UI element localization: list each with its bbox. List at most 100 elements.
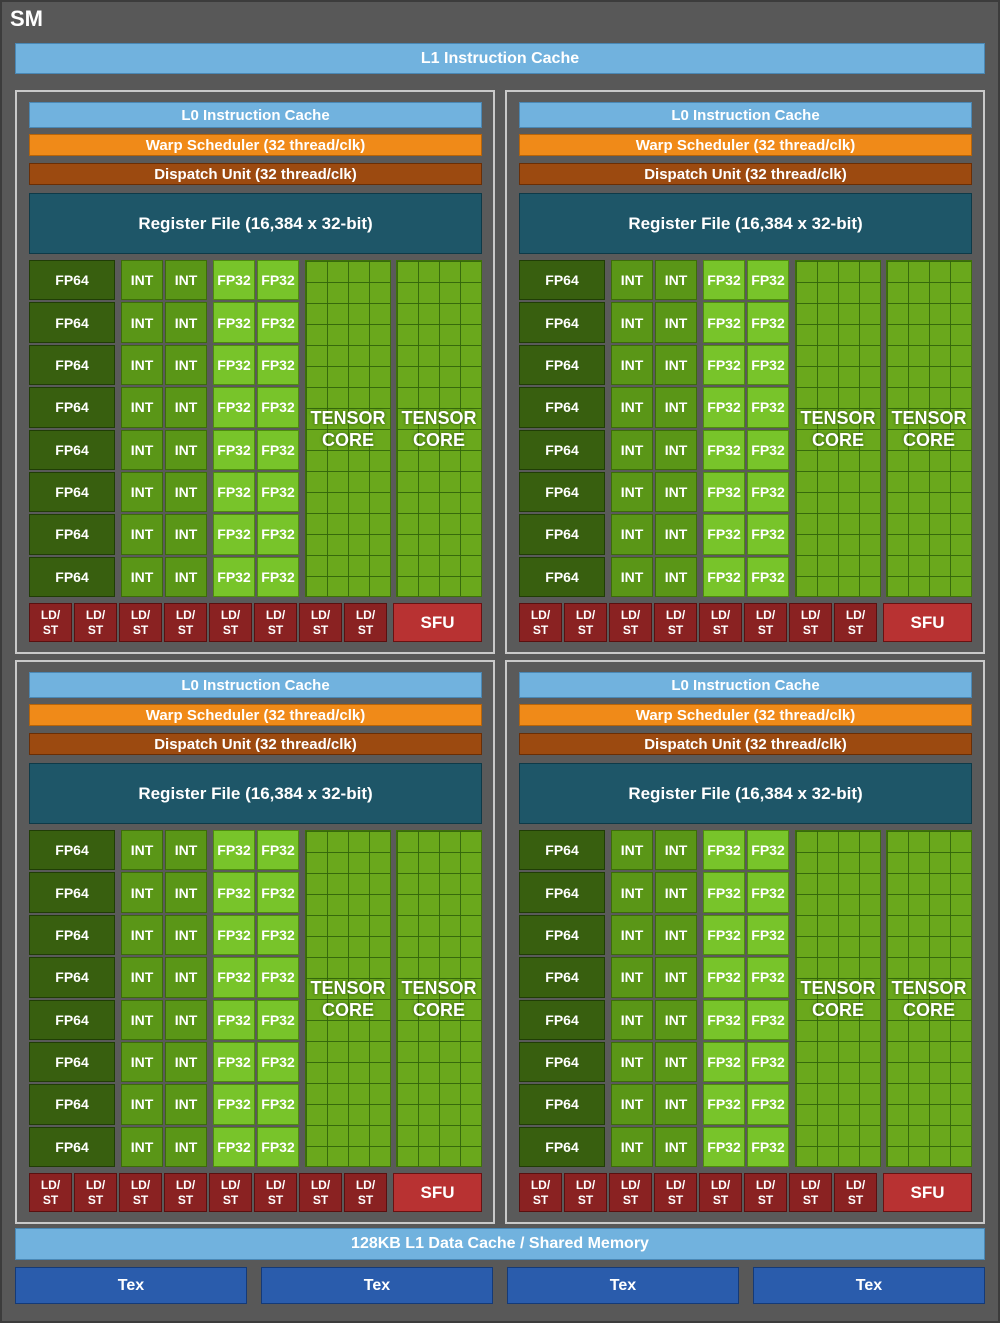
ldst-unit: LD/ST — [119, 1173, 162, 1212]
ldst-label: LD/ST — [311, 608, 330, 638]
fp32-unit: FP32 — [703, 1126, 745, 1167]
fp64-unit: FP64 — [29, 1041, 115, 1083]
ldst-label: LD/ST — [41, 608, 60, 638]
ldst-unit: LD/ST — [699, 1173, 742, 1212]
fp32-subcolumn: FP32 FP32 FP32 FP32 FP32 FP32 FP32 FP32 — [257, 830, 299, 1167]
int-unit: INT — [611, 1084, 653, 1125]
ldst-label-line2: ST — [802, 622, 819, 637]
ldst-label-line2: ST — [577, 622, 594, 637]
fp32-subcolumn: FP32 FP32 FP32 FP32 FP32 FP32 FP32 FP32 — [703, 830, 745, 1167]
ldst-label-line1: LD/ — [845, 607, 866, 622]
ldst-label: LD/ST — [531, 608, 550, 638]
ldst-label-line1: LD/ — [175, 607, 196, 622]
ldst-unit: LD/ST — [834, 603, 877, 642]
ldst-unit: LD/ST — [609, 603, 652, 642]
fp32-unit: FP32 — [213, 429, 255, 470]
fp32-unit: FP32 — [213, 556, 255, 597]
int-subcolumn: INT INT INT INT INT INT INT INT — [655, 830, 697, 1167]
int-unit: INT — [165, 999, 207, 1040]
int-unit: INT — [655, 999, 697, 1040]
ldst-label-line1: LD/ — [800, 607, 821, 622]
fp64-unit: FP64 — [29, 344, 115, 386]
ldst-label-line2: ST — [357, 1192, 374, 1207]
fp64-unit: FP64 — [519, 302, 605, 343]
ldst-unit: LD/ST — [164, 603, 207, 642]
fp32-unit: FP32 — [747, 387, 789, 428]
warp-scheduler: Warp Scheduler (32 thread/clk) — [519, 704, 972, 726]
fp64-unit: FP64 — [29, 957, 115, 998]
fp32-unit: FP32 — [747, 1126, 789, 1167]
fp32-column: FP32 FP32 FP32 FP32 FP32 FP32 FP32 FP32 FP32 FP32… — [703, 830, 789, 1167]
ldst-unit: LD/ST — [789, 1173, 832, 1212]
tensor-core-2: TENSOR CORE — [396, 830, 482, 1167]
ldst-label-line2: ST — [42, 1192, 59, 1207]
ldst-label: LD/ST — [41, 1178, 60, 1208]
ldst-label: LD/ST — [666, 1178, 685, 1208]
fp64-unit: FP64 — [519, 914, 605, 956]
fp32-subcolumn: FP32 FP32 FP32 FP32 FP32 FP32 FP32 FP32 — [747, 260, 789, 597]
int-unit: INT — [655, 556, 697, 597]
ldst-label-line1: LD/ — [40, 607, 61, 622]
tex-unit-3: Tex — [507, 1267, 739, 1304]
fp32-unit: FP32 — [257, 260, 299, 301]
ldst-label-line1: LD/ — [130, 1177, 151, 1192]
int-unit: INT — [655, 260, 697, 301]
int-unit: INT — [611, 260, 653, 301]
int-unit: INT — [121, 387, 163, 428]
int-unit: INT — [655, 830, 697, 871]
tex-unit-2: Tex — [261, 1267, 493, 1304]
ldst-label-line1: LD/ — [710, 1177, 731, 1192]
ldst-unit: LD/ST — [344, 1173, 387, 1212]
fp32-unit: FP32 — [747, 957, 789, 998]
ldst-label-line2: ST — [87, 1192, 104, 1207]
fp32-unit: FP32 — [703, 957, 745, 998]
fp32-unit: FP32 — [213, 999, 255, 1040]
int-unit: INT — [655, 957, 697, 998]
int-unit: INT — [655, 872, 697, 913]
fp64-unit: FP64 — [29, 260, 115, 301]
ldst-label-line1: LD/ — [355, 1177, 376, 1192]
fp32-unit: FP32 — [257, 1126, 299, 1167]
tex-unit-1: Tex — [15, 1267, 247, 1304]
fp64-column: FP64 FP64 FP64 FP64 FP64 FP64 FP64 FP64 — [29, 260, 115, 597]
int-unit: INT — [121, 830, 163, 871]
l0-instruction-cache: L0 Instruction Cache — [29, 672, 482, 698]
fp32-subcolumn: FP32 FP32 FP32 FP32 FP32 FP32 FP32 FP32 — [703, 260, 745, 597]
l0-instruction-cache: L0 Instruction Cache — [29, 102, 482, 128]
fp32-unit: FP32 — [213, 514, 255, 555]
ldst-label-line2: ST — [132, 1192, 149, 1207]
fp32-unit: FP32 — [703, 344, 745, 386]
ldst-label-line1: LD/ — [620, 1177, 641, 1192]
ldst-unit: LD/ST — [699, 603, 742, 642]
ldst-label-line2: ST — [357, 622, 374, 637]
int-unit: INT — [121, 260, 163, 301]
fp64-unit: FP64 — [519, 514, 605, 555]
ldst-label-line2: ST — [667, 1192, 684, 1207]
int-unit: INT — [165, 260, 207, 301]
int-unit: INT — [611, 344, 653, 386]
ldst-unit: LD/ST — [654, 603, 697, 642]
int-unit: INT — [121, 429, 163, 470]
fp64-unit: FP64 — [519, 999, 605, 1040]
fp32-unit: FP32 — [213, 1084, 255, 1125]
l1-data-cache-shared-memory: 128KB L1 Data Cache / Shared Memory — [15, 1228, 985, 1260]
fp64-unit: FP64 — [519, 471, 605, 513]
fp32-unit: FP32 — [257, 302, 299, 343]
fp32-unit: FP32 — [257, 1084, 299, 1125]
int-unit: INT — [611, 914, 653, 956]
ldst-label: LD/ST — [266, 1178, 285, 1208]
fp32-unit: FP32 — [747, 830, 789, 871]
int-column: INT INT INT INT INT INT INT INT INT INT INT INT INT I… — [121, 830, 207, 1167]
tensor-core-label-line1: TENSOR — [800, 977, 876, 998]
ldst-label: LD/ST — [756, 608, 775, 638]
ldst-label: LD/ST — [221, 1178, 240, 1208]
l0-instruction-cache: L0 Instruction Cache — [519, 102, 972, 128]
int-subcolumn: INT INT INT INT INT INT INT INT — [611, 260, 653, 597]
int-unit: INT — [611, 471, 653, 513]
ldst-unit: LD/ST — [609, 1173, 652, 1212]
ldst-label: LD/ST — [801, 608, 820, 638]
ldst-unit: LD/ST — [744, 1173, 787, 1212]
int-unit: INT — [611, 1126, 653, 1167]
fp32-unit: FP32 — [257, 999, 299, 1040]
fp32-unit: FP32 — [747, 514, 789, 555]
